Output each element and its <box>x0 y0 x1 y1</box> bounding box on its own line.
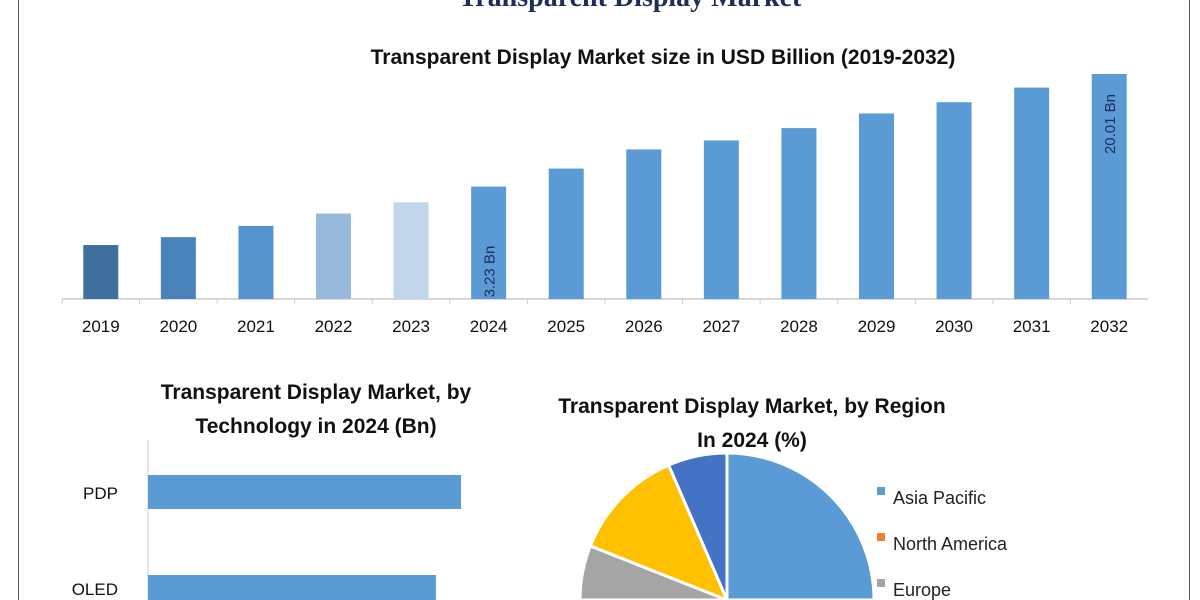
bar-2024 <box>471 186 507 299</box>
x-tick-label: 2028 <box>780 317 818 336</box>
region-chart-title-2: In 2024 (%) <box>697 429 807 452</box>
x-tick-label: 2031 <box>1013 317 1051 336</box>
bar-2025 <box>548 168 584 299</box>
legend-label: Europe <box>893 580 951 600</box>
legend-label: North America <box>893 534 1008 554</box>
region-pie: Asia Pacific North America Europe <box>578 451 1008 600</box>
bar-pdp <box>148 475 461 509</box>
x-tick-label: 2023 <box>392 317 430 336</box>
bar-2030 <box>936 102 972 299</box>
bar-oled <box>148 575 436 600</box>
data-label-2024: 3.23 Bn <box>482 246 499 298</box>
bar-2027 <box>703 140 739 299</box>
x-tick-label: 2020 <box>159 317 197 336</box>
pie-slice <box>588 463 729 600</box>
data-label-2032: 20.01 Bn <box>1102 94 1119 154</box>
bar-2021 <box>238 225 274 299</box>
x-tick-label: 2025 <box>547 317 585 336</box>
legend-label: Asia Pacific <box>893 488 986 508</box>
bar-2020 <box>160 237 196 299</box>
bar-chart: 2019 2020 2021 2022 2023 2024 3.23 Bn 2025 2026 2… <box>61 74 1148 336</box>
bar-2019 <box>83 245 119 299</box>
x-tick-label: 2021 <box>237 317 275 336</box>
x-tick-label: 2029 <box>858 317 896 336</box>
tech-chart-title-2: Technology in 2024 (Bn) <box>195 415 436 438</box>
infographic-frame <box>18 0 1190 600</box>
bar-2022 <box>316 213 351 299</box>
legend-swatch <box>877 579 885 587</box>
bar-chart-title: Transparent Display Market size in USD B… <box>371 46 956 69</box>
region-chart-title-1: Transparent Display Market, by Region <box>558 395 945 418</box>
bar-2029 <box>859 113 894 299</box>
category-label: PDP <box>83 484 118 503</box>
category-label: OLED <box>72 580 118 599</box>
technology-chart: PDP OLED <box>72 440 461 600</box>
x-tick-label: 2032 <box>1090 317 1128 336</box>
main-title: Transparent Display Market <box>459 0 802 13</box>
bar-2032 <box>1091 74 1127 299</box>
bar-2023 <box>393 202 429 299</box>
pie-slice-asia-pacific <box>725 451 876 600</box>
bar-2031 <box>1014 87 1050 299</box>
x-tick-label: 2022 <box>315 317 353 336</box>
x-tick-label: 2026 <box>625 317 663 336</box>
x-tick-label: 2019 <box>82 317 120 336</box>
x-tick-label: 2027 <box>702 317 740 336</box>
bar-2028 <box>781 128 817 299</box>
legend-swatch <box>877 487 885 495</box>
pie-slice <box>666 451 729 600</box>
tech-chart-title-1: Transparent Display Market, by <box>161 381 472 404</box>
bar-2026 <box>626 149 662 299</box>
legend-swatch <box>877 533 885 541</box>
x-tick-label: 2024 <box>470 317 508 336</box>
x-tick-label: 2030 <box>935 317 973 336</box>
